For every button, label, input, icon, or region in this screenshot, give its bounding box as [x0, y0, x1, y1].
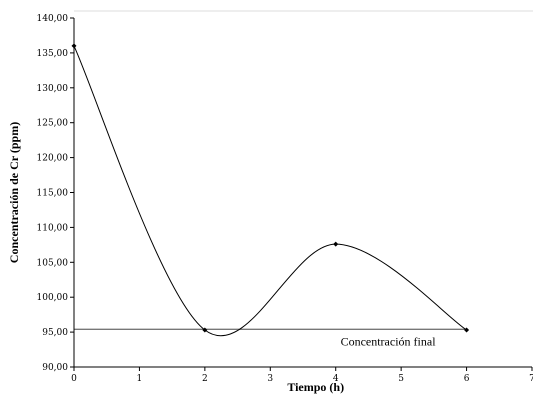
reference-line-group: Concentración final — [74, 328, 467, 348]
y-tick-label: 110,00 — [37, 223, 69, 233]
x-tick-label: 6 — [464, 374, 470, 384]
series-line — [73, 45, 467, 337]
y-tick-label: 105,00 — [37, 258, 69, 268]
reference-line-label: Concentración final — [341, 334, 437, 348]
y-axis-ticks: 90,00 95,00 100,00 105,00 110,00 115,00 120,00… — [37, 14, 74, 373]
data-point-marker — [333, 241, 339, 247]
x-tick-label: 2 — [202, 374, 208, 384]
x-tick-label: 5 — [398, 374, 404, 384]
x-tick-label: 0 — [71, 374, 77, 384]
y-tick-label: 100,00 — [37, 293, 69, 303]
y-axis-title: Concentración de Cr (ppm) — [7, 122, 21, 263]
x-axis-title: Tiempo (h) — [287, 380, 344, 394]
x-axis-ticks: 0 1 2 3 4 5 6 7 — [71, 367, 533, 384]
x-tick-label: 7 — [529, 374, 533, 384]
y-tick-label: 140,00 — [37, 14, 69, 24]
y-tick-label: 90,00 — [42, 363, 68, 373]
y-tick-label: 135,00 — [37, 49, 69, 59]
y-tick-label: 125,00 — [37, 119, 69, 129]
y-tick-label: 95,00 — [42, 328, 68, 338]
data-point-marker — [202, 327, 208, 333]
y-tick-label: 120,00 — [37, 154, 69, 164]
x-tick-label: 4 — [333, 374, 339, 384]
x-tick-label: 1 — [137, 374, 143, 384]
y-tick-label: 130,00 — [37, 84, 69, 94]
y-tick-label: 115,00 — [37, 189, 69, 199]
series-group — [71, 43, 470, 337]
x-tick-label: 3 — [267, 374, 273, 384]
data-point-marker — [464, 327, 470, 333]
